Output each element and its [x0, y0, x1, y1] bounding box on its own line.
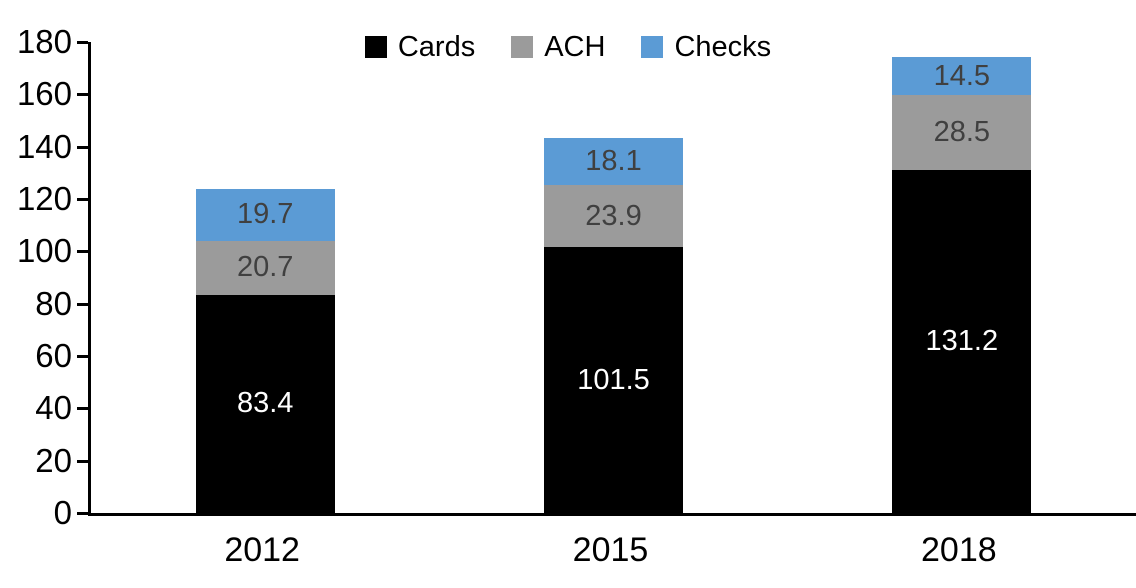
bar-segment-ach-2012: 20.7 — [195, 240, 335, 295]
legend-item-ach: ACH — [511, 30, 606, 63]
y-tick-label: 40 — [35, 389, 72, 427]
data-label-checks-2018: 14.5 — [933, 59, 991, 92]
legend-item-checks: Checks — [641, 30, 772, 63]
x-tick-label-2018: 2018 — [921, 531, 997, 569]
bar-segment-checks-2015: 18.1 — [543, 137, 684, 185]
legend-label: Cards — [397, 30, 476, 63]
y-tick-mark — [77, 355, 88, 358]
y-tick-label: 120 — [16, 180, 72, 217]
bar-segment-ach-2015: 23.9 — [543, 184, 684, 248]
y-tick-mark — [77, 459, 88, 463]
bar-segment-cards-2012: 83.4 — [195, 294, 335, 513]
data-label-cards-2012: 83.4 — [236, 387, 294, 420]
legend-swatch-cards — [364, 36, 387, 58]
y-axis-labels: 0 20 40 60 80 100 120 140 160 180 — [0, 24, 72, 531]
y-tick-label: 0 — [53, 494, 72, 531]
y-tick-label: 60 — [35, 337, 72, 374]
data-label-checks-2015: 18.1 — [585, 144, 642, 177]
y-tick-mark — [77, 250, 88, 254]
data-label-checks-2012: 19.7 — [236, 198, 294, 231]
x-axis-labels: 2012 2015 2018 — [88, 530, 1133, 575]
y-tick-label: 180 — [16, 23, 72, 60]
data-label-ach-2015: 23.9 — [585, 199, 642, 232]
bar-segment-cards-2015: 101.5 — [543, 247, 684, 513]
plot-area: 83.4 20.7 19.7 101.5 23.9 18.1 131.2 28.5 14.5 — [77, 41, 1136, 516]
legend-swatch-checks — [641, 36, 664, 58]
chart-legend: Cards ACH Checks — [0, 30, 1136, 64]
x-tick-label-2015: 2015 — [572, 531, 649, 569]
bar-segment-checks-2012: 19.7 — [195, 189, 335, 241]
bar-segment-ach-2018: 28.5 — [892, 95, 1032, 170]
data-label-ach-2012: 20.7 — [236, 251, 294, 284]
y-tick-label: 80 — [35, 284, 72, 322]
y-tick-label: 20 — [35, 441, 72, 479]
bar-segment-cards-2018: 131.2 — [892, 169, 1032, 513]
bar-segment-checks-2018: 14.5 — [892, 57, 1032, 96]
legend-item-cards: Cards — [364, 30, 476, 63]
legend-label: Checks — [674, 30, 772, 63]
y-tick-mark — [77, 407, 88, 411]
y-tick-mark — [77, 302, 88, 306]
y-tick-mark — [77, 512, 88, 515]
y-tick-mark — [77, 41, 88, 44]
y-tick-label: 140 — [16, 127, 72, 165]
y-tick-label: 100 — [16, 232, 72, 270]
y-tick-mark — [77, 93, 88, 97]
y-tick-mark — [77, 145, 88, 149]
y-tick-mark — [77, 198, 88, 201]
legend-label: ACH — [544, 30, 606, 63]
data-label-cards-2018: 131.2 — [925, 324, 999, 357]
legend-swatch-ach — [511, 36, 534, 58]
data-label-ach-2018: 28.5 — [933, 115, 991, 148]
data-label-cards-2015: 101.5 — [577, 363, 650, 396]
x-tick-label-2012: 2012 — [224, 531, 300, 569]
y-tick-label: 160 — [16, 75, 72, 113]
